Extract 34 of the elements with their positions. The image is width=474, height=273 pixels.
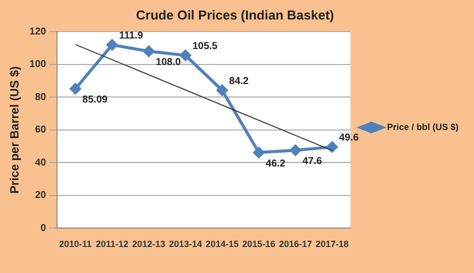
x-tick-label: 2013-14 (168, 239, 202, 250)
y-axis-title: Price per Barrel (US $) (8, 66, 22, 194)
y-tick-label: 40 (34, 157, 47, 168)
point (180, 50, 191, 61)
point (290, 144, 301, 156)
x-tick-label: 2012-13 (132, 239, 166, 250)
point (70, 83, 81, 94)
y-tick-label: 0 (40, 222, 47, 234)
x-tick-label: 2011-12 (96, 239, 128, 250)
y-tick-label: 80 (34, 92, 47, 103)
point (216, 84, 228, 96)
y-tick-label: 100 (29, 59, 47, 70)
data-label: 108.0 (156, 57, 182, 68)
data-label: 46.2 (266, 158, 286, 170)
x-tick-label: 2017-18 (316, 239, 349, 250)
x-tick-label: 2014-15 (206, 239, 239, 250)
data-label: 105.5 (192, 41, 218, 52)
y-tick-label: 20 (34, 190, 47, 202)
chart-title: Crude Oil Prices (Indian Basket) (136, 7, 334, 22)
y-tick-label: 120 (29, 26, 47, 38)
data-label: 84.2 (229, 76, 250, 87)
point (326, 141, 338, 152)
data-label: 47.6 (302, 156, 322, 167)
data-label: 111.9 (119, 30, 144, 42)
x-tick-label: 2010-11 (59, 239, 92, 250)
point (253, 147, 264, 158)
x-tick-label: 2015-16 (242, 239, 276, 250)
y-tick-label: 60 (34, 124, 47, 136)
point (106, 39, 118, 50)
data-label: 49.6 (339, 132, 360, 144)
point (143, 46, 154, 57)
data-label: 85.09 (82, 94, 108, 106)
legend-label: Price / bbl (US $) (387, 122, 459, 132)
x-tick-label: 2016-17 (278, 239, 312, 250)
